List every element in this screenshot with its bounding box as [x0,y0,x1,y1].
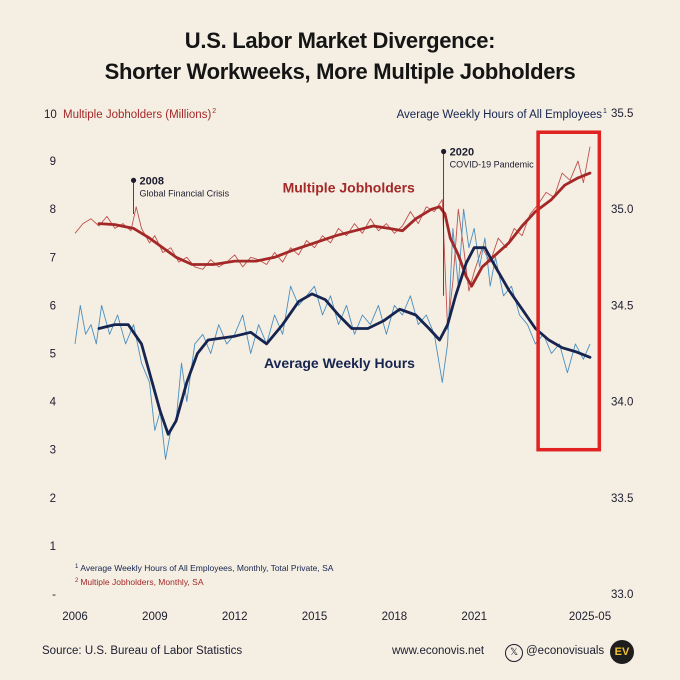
right-axis-tick-label: 34.0 [611,397,633,409]
left-axis-tick-label: 8 [50,204,56,216]
left-axis-tick-label: - [52,589,56,601]
right-axis-tick-label: 33.0 [611,589,633,601]
chart-title-line2: Shorter Workweeks, More Multiple Jobhold… [104,59,576,84]
left-axis-tick-label: 4 [50,397,57,409]
x-axis-tick-label: 2021 [461,611,487,623]
website-link[interactable]: www.econovis.net [392,645,485,657]
annotation-text: Global Financial Crisis [140,188,230,198]
chart-title-line1: U.S. Labor Market Divergence: [184,28,496,53]
series-label-multiple-jobholders: Multiple Jobholders [283,179,415,195]
right-axis-tick-label: 33.5 [611,493,633,505]
right-axis-title-superscript: 1 [603,108,607,115]
econovis-logo-icon: EV [610,640,634,664]
source-note: Source: U.S. Bureau of Labor Statistics [42,645,243,657]
left-axis-title: Multiple Jobholders (Millions) [63,109,211,121]
footnote-2: 2 Multiple Jobholders, Monthly, SA [75,577,204,587]
highlight-box [536,130,602,452]
left-axis-tick-label: 2 [50,493,56,505]
left-axis-tick-label: 3 [50,445,56,457]
left-axis-max-tick: 10 [44,109,57,121]
smoothed-series-line-average-weekly-hours [97,246,592,436]
left-axis-title-superscript: 2 [212,108,216,115]
smoothed-series-line-multiple-jobholders [97,171,592,288]
left-axis-tick-label: 5 [50,349,56,361]
left-axis-tick-label: 7 [50,252,56,264]
annotation-marker [130,177,137,183]
x-axis-tick-label: 2012 [222,611,248,623]
right-axis-tick-label: 35.0 [611,204,633,216]
x-axis-tick-label: 2018 [382,611,408,623]
x-axis-tick-label: 2015 [302,611,328,623]
left-axis-tick-label: 9 [50,156,56,168]
left-axis-label: 10 Multiple Jobholders (Millions) 2 [44,108,216,121]
x-axis-tick-label: 2006 [62,611,88,623]
raw-series-line-average-weekly-hours [74,208,591,460]
right-axis-tick-label: 35.5 [611,108,633,120]
left-axis-tick-label: 1 [50,541,56,553]
x-axis-tick-label: 2009 [142,611,168,623]
series-label-average-weekly-hours: Average Weekly Hours [264,355,415,371]
x-axis-tick-label: 2025-05 [569,611,611,623]
left-axis-tick-label: 6 [50,300,56,312]
annotation-year: 2008 [140,175,164,187]
right-axis-label: Average Weekly Hours of All Employees 1 [397,108,607,121]
x-logo-icon: 𝕏 [505,644,523,662]
annotation-text: COVID-19 Pandemic [450,159,535,169]
right-axis-tick-label: 34.5 [611,300,633,312]
annotation-year: 2020 [450,146,474,158]
annotation-marker [441,148,447,155]
footnote-1: 1 Average Weekly Hours of All Employees, … [75,563,334,573]
right-axis-title: Average Weekly Hours of All Employees [397,109,603,121]
raw-series-line-multiple-jobholders [74,146,591,330]
social-handle[interactable]: @econovisuals [526,645,605,657]
